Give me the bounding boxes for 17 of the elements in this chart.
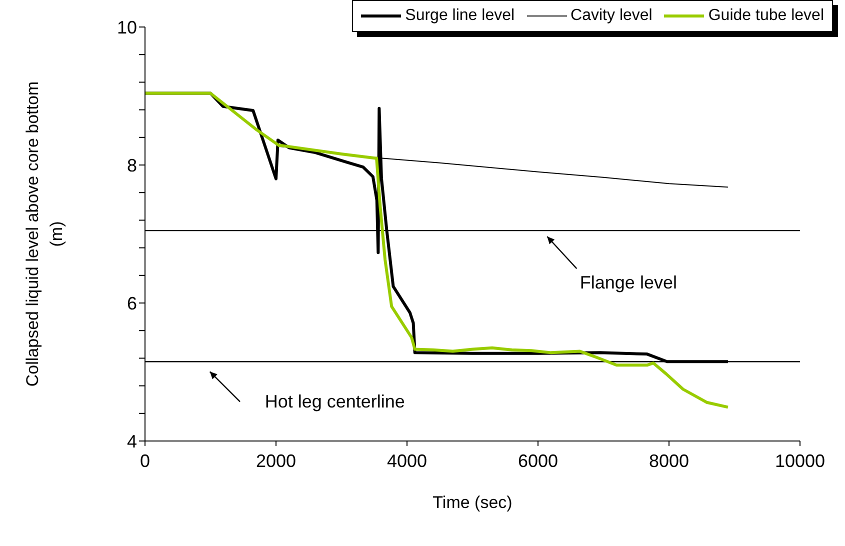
y-tick-label: 6 xyxy=(126,293,137,314)
legend-label: Surge line level xyxy=(405,7,515,25)
x-tick-label: 0 xyxy=(140,450,150,471)
y-tick-label: 8 xyxy=(126,155,137,176)
x-tick-label: 8000 xyxy=(648,450,690,471)
x-tick-label: 10000 xyxy=(774,450,826,471)
ref-line-label: Hot leg centerline xyxy=(264,392,405,412)
ref-line-label: Flange level xyxy=(580,272,677,293)
x-tick-label: 6000 xyxy=(518,450,558,471)
x-tick-label: 4000 xyxy=(386,450,428,471)
x-axis-title: Time (sec) xyxy=(432,493,512,512)
x-tick-label: 2000 xyxy=(256,450,296,471)
y-axis-title: Collapsed liquid level above core bottom (m) xyxy=(22,80,67,389)
y-tick-label: 10 xyxy=(116,17,137,38)
legend-label: Guide tube level xyxy=(708,7,824,25)
y-tick-label: 4 xyxy=(126,431,137,452)
legend-label: Cavity level xyxy=(570,7,652,25)
